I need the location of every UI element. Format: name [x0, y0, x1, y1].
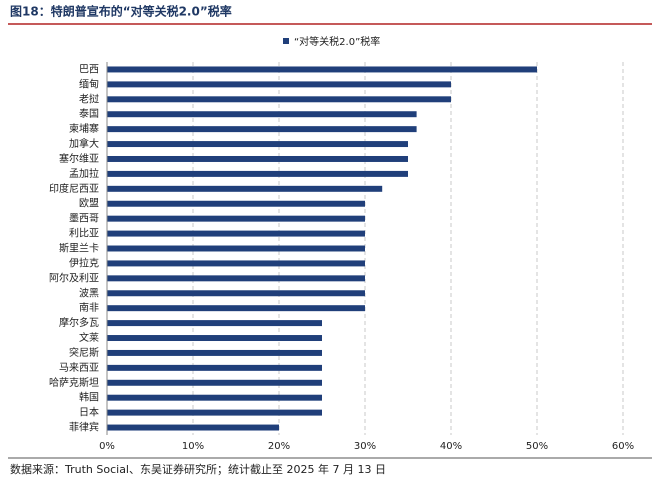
bar [107, 290, 365, 297]
y-tick-label: 欧盟 [79, 198, 99, 210]
source-note: 数据来源：Truth Social、东吴证券研究所；统计截止至 2025 年 7… [10, 462, 386, 476]
bar [107, 215, 365, 222]
y-tick-label: 孟加拉 [69, 167, 99, 180]
bar [107, 185, 383, 192]
y-tick-label: 缅甸 [79, 77, 99, 90]
legend-label: “对等关税2.0”税率 [294, 35, 380, 48]
y-tick-label: 突尼斯 [69, 346, 99, 359]
y-tick-label: 菲律宾 [69, 421, 99, 434]
y-tick-label: 伊拉克 [69, 256, 99, 269]
bar [107, 379, 322, 386]
bar [107, 260, 365, 267]
y-tick-label: 哈萨克斯坦 [49, 376, 99, 389]
chart-title: 图18：特朗普宣布的“对等关税2.0”税率 [10, 4, 232, 19]
x-tick-label: 20% [268, 441, 290, 452]
bar [107, 230, 365, 237]
y-tick-label: 阿尔及利亚 [49, 271, 99, 284]
y-tick-label: 加拿大 [69, 137, 99, 150]
bar [107, 275, 365, 282]
y-tick-label: 塞尔维亚 [59, 152, 99, 165]
bar [107, 394, 322, 401]
bar [107, 170, 408, 177]
bar [107, 364, 322, 371]
bar [107, 335, 322, 342]
bar [107, 200, 365, 207]
bar [107, 245, 365, 252]
y-tick-label: 柬埔寨 [69, 122, 99, 135]
y-tick-label: 南非 [79, 301, 99, 314]
y-tick-label: 文莱 [79, 331, 99, 344]
y-tick-label: 巴西 [79, 63, 99, 75]
y-tick-label: 马来西亚 [59, 362, 99, 374]
y-tick-label: 波黑 [79, 286, 99, 299]
bar [107, 81, 451, 88]
legend-swatch [283, 38, 289, 44]
y-tick-label: 印度尼西亚 [49, 182, 99, 195]
bar [107, 409, 322, 416]
bar [107, 126, 417, 133]
bar [107, 349, 322, 356]
y-tick-label: 日本 [79, 406, 99, 419]
x-tick-label: 30% [354, 441, 376, 452]
y-tick-label: 老挝 [79, 92, 99, 105]
bar [107, 155, 408, 162]
y-tick-label: 韩国 [79, 391, 99, 404]
x-tick-label: 0% [99, 441, 115, 452]
y-tick-label: 利比亚 [69, 228, 99, 240]
bar [107, 424, 279, 431]
x-tick-label: 40% [440, 441, 462, 452]
bar [107, 96, 451, 103]
x-tick-label: 60% [612, 441, 634, 452]
bar [107, 141, 408, 148]
y-tick-label: 泰国 [79, 107, 99, 120]
x-tick-label: 10% [182, 441, 204, 452]
y-tick-label: 斯里兰卡 [59, 242, 99, 255]
bar [107, 320, 322, 327]
x-tick-label: 50% [526, 441, 548, 452]
y-tick-label: 摩尔多瓦 [59, 316, 99, 329]
bar [107, 305, 365, 312]
y-tick-label: 墨西哥 [69, 213, 99, 225]
bar [107, 111, 417, 118]
bar [107, 66, 537, 73]
